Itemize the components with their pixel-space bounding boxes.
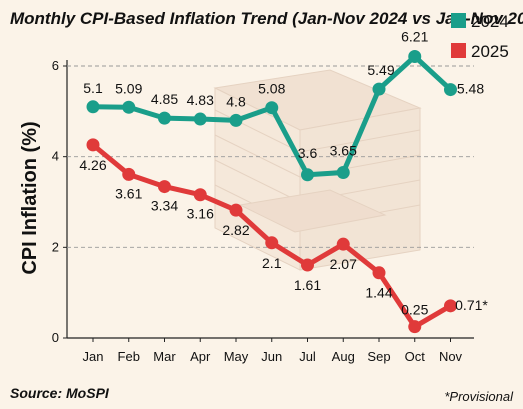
point-2024-sep bbox=[372, 82, 386, 96]
y-axis-label: CPI Inflation (%) bbox=[19, 121, 41, 274]
data-label-2024-aug: 3.65 bbox=[330, 143, 357, 159]
x-tick-label-apr: Apr bbox=[190, 349, 211, 364]
source-note: Source: MoSPI bbox=[10, 385, 110, 401]
data-labels: 5.1 5.09 4.85 4.83 4.8 5.08 3.6 3.65 5.49 6.21 5.4… bbox=[79, 28, 488, 317]
y-tick-label-0: 0 bbox=[52, 330, 59, 345]
data-label-2024-jan: 5.1 bbox=[83, 80, 103, 96]
x-tick-label-sep: Sep bbox=[367, 349, 390, 364]
point-2024-jun bbox=[265, 101, 279, 115]
point-2025-aug bbox=[336, 237, 350, 251]
data-label-2025-mar: 3.34 bbox=[151, 198, 178, 214]
data-label-2025-apr: 3.16 bbox=[187, 206, 214, 222]
data-label-2025-sep: 1.44 bbox=[365, 285, 392, 301]
point-2025-nov bbox=[444, 299, 457, 313]
series-lines bbox=[86, 49, 457, 334]
point-2024-may bbox=[229, 113, 243, 127]
data-label-2025-jun: 2.1 bbox=[262, 255, 282, 271]
point-2024-jul bbox=[301, 168, 314, 182]
point-2024-apr bbox=[193, 112, 207, 126]
x-tick-labels: Jan Feb Mar Apr May Jun Jul Aug Sep Oct Nov bbox=[83, 349, 463, 364]
chart-title: Monthly CPI-Based Inflation Trend (Jan-N… bbox=[10, 9, 523, 28]
data-label-2025-oct: 0.25 bbox=[401, 302, 428, 318]
y-tick-labels: 0 2 4 6 bbox=[52, 58, 59, 345]
point-2025-jan bbox=[86, 138, 100, 152]
x-tick-label-jun: Jun bbox=[261, 349, 282, 364]
point-2025-sep bbox=[372, 266, 386, 280]
point-2025-apr bbox=[193, 188, 207, 202]
point-2025-may bbox=[229, 203, 243, 217]
legend-label-2024: 2024 bbox=[471, 12, 509, 31]
point-2024-feb bbox=[122, 100, 136, 114]
point-2025-jul bbox=[301, 258, 314, 272]
y-tick-label-2: 2 bbox=[52, 239, 59, 254]
point-2024-jan bbox=[86, 100, 100, 114]
data-label-2025-may: 2.82 bbox=[222, 222, 249, 238]
x-tick-label-oct: Oct bbox=[405, 349, 426, 364]
data-label-2025-feb: 3.61 bbox=[115, 185, 142, 201]
x-tick-label-feb: Feb bbox=[118, 349, 140, 364]
x-tick-label-mar: Mar bbox=[153, 349, 176, 364]
x-tick-label-nov: Nov bbox=[439, 349, 463, 364]
y-tick-label-4: 4 bbox=[52, 149, 59, 164]
point-2025-jun bbox=[265, 236, 279, 250]
data-label-2024-jun: 5.08 bbox=[258, 81, 285, 97]
point-2025-oct bbox=[408, 320, 422, 334]
data-label-2025-jul: 1.61 bbox=[294, 277, 321, 293]
banknotes-background-illustration bbox=[213, 69, 422, 271]
legend-label-2025: 2025 bbox=[471, 42, 509, 61]
data-label-2024-sep: 5.49 bbox=[367, 62, 394, 78]
data-label-2024-oct: 6.21 bbox=[401, 28, 428, 44]
x-tick-label-jul: Jul bbox=[299, 349, 316, 364]
legend-swatch-2025 bbox=[451, 43, 466, 58]
legend: 2024 2025 bbox=[451, 12, 509, 61]
data-label-2025-aug: 2.07 bbox=[330, 256, 357, 272]
data-label-2024-mar: 4.85 bbox=[151, 91, 178, 107]
data-label-2024-apr: 4.83 bbox=[187, 92, 214, 108]
point-2024-oct bbox=[408, 49, 422, 63]
data-label-2025-nov: 0.71* bbox=[455, 297, 488, 313]
point-2024-aug bbox=[336, 166, 350, 180]
data-label-2024-nov: 5.48 bbox=[457, 81, 484, 97]
x-tick-label-jan: Jan bbox=[83, 349, 104, 364]
point-2025-feb bbox=[122, 167, 136, 181]
data-label-2025-jan: 4.26 bbox=[79, 157, 106, 173]
data-label-2024-may: 4.8 bbox=[226, 93, 246, 109]
x-tick-label-may: May bbox=[224, 349, 249, 364]
point-2024-mar bbox=[158, 111, 171, 125]
data-label-2024-jul: 3.6 bbox=[298, 145, 318, 161]
legend-swatch-2024 bbox=[451, 13, 466, 28]
point-2024-nov bbox=[444, 83, 457, 97]
y-tick-label-6: 6 bbox=[52, 58, 59, 73]
point-2025-mar bbox=[158, 180, 171, 194]
x-tick-label-aug: Aug bbox=[332, 349, 355, 364]
provisional-footnote: *Provisional bbox=[444, 389, 514, 404]
data-label-2024-feb: 5.09 bbox=[115, 80, 142, 96]
